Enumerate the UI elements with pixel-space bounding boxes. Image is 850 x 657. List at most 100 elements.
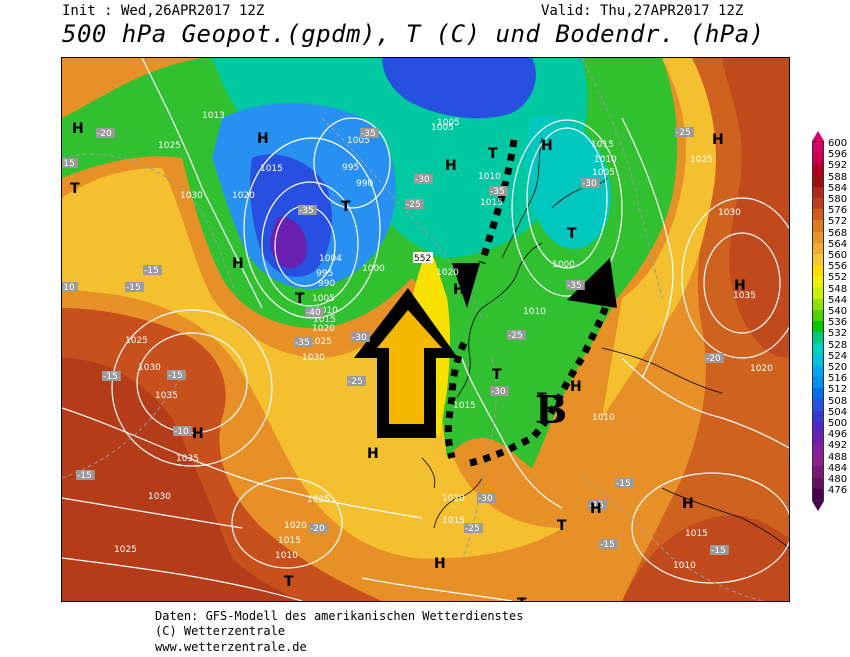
footer-data-source: Daten: GFS-Modell des amerikanischen Wet…: [155, 609, 524, 623]
temp-label: -15: [589, 501, 604, 511]
temp-label-box: [62, 282, 78, 292]
pressure-label: 1035: [176, 454, 199, 464]
pressure-label: 1005: [437, 118, 460, 128]
pressure-label: 1020: [312, 324, 335, 334]
legend-swatch: [813, 354, 823, 366]
pressure-label: 1015: [685, 529, 708, 539]
pressure-label: 1035: [733, 291, 756, 301]
temp-label: -20: [310, 524, 325, 534]
legend-bottom-arrow: [812, 501, 824, 512]
temp-label: -30: [478, 494, 493, 504]
legend-swatch: [813, 432, 823, 445]
temp-label-box: [405, 199, 424, 209]
high-pressure-marker: H: [257, 131, 269, 147]
legend-swatch: [813, 287, 823, 299]
temp-label: -15: [62, 159, 75, 169]
legend-value-label: 536: [828, 317, 848, 329]
pressure-label: 1010: [673, 561, 696, 571]
legend-value-label: 600: [828, 138, 848, 149]
high-pressure-marker: H: [232, 256, 244, 272]
temp-label-box: [351, 332, 370, 342]
pressure-label: 1035: [155, 391, 178, 401]
legend-value-label: 556: [828, 261, 848, 273]
temp-label-box: [102, 371, 121, 381]
warm-air-arrow: [354, 288, 458, 438]
hot-region-east: [722, 58, 789, 358]
low-pressure-marker: T: [557, 518, 567, 534]
temp-label: -20: [97, 129, 112, 139]
temp-label: -25: [465, 524, 480, 534]
pressure-label: 1030: [302, 353, 325, 363]
purple-low-core: [270, 217, 307, 269]
temp-label-box: [62, 158, 78, 168]
legend-value-label: 516: [828, 373, 848, 385]
pressure-label: 1025: [125, 336, 148, 346]
pressure-label: 1013: [202, 111, 225, 121]
temp-label: -25: [508, 331, 523, 341]
low-pressure-marker: T: [488, 146, 498, 162]
pressure-label: 990: [318, 279, 335, 289]
temp-label: -15: [126, 283, 141, 293]
legend-value-label: 560: [828, 250, 848, 261]
legend-value-label: 480: [828, 474, 848, 485]
legend-value-label: 528: [828, 339, 848, 351]
temp-label-box: [298, 205, 317, 215]
pressure-label: 1015: [278, 536, 301, 546]
temp-label: -25: [676, 128, 691, 138]
footer-copyright: (C) Wetterzentrale: [155, 624, 286, 638]
legend-swatch: [813, 343, 823, 355]
deep-blue-low: [250, 154, 332, 277]
pressure-label: 1015: [313, 315, 336, 325]
legend-swatch: [813, 488, 823, 500]
temp-label: -15: [103, 372, 118, 382]
temp-label-box: [464, 523, 483, 533]
pressure-label: 995: [342, 163, 359, 173]
temp-label-box: [96, 128, 115, 138]
legend-swatch: [813, 298, 823, 310]
pressure-label: 1025: [309, 337, 332, 347]
yellow-band-west: [62, 168, 562, 559]
temp-label: -30: [491, 387, 506, 397]
legend-swatch: [813, 444, 823, 456]
legend-swatch: [813, 466, 823, 478]
temp-label: -15: [616, 479, 631, 489]
legend-swatch: [813, 265, 823, 277]
temp-label: -15: [168, 371, 183, 381]
high-pressure-marker: H: [570, 379, 582, 395]
temp-label-box: [490, 386, 509, 396]
pressure-label: 1005: [312, 294, 335, 304]
low-pressure-marker: T: [295, 291, 305, 307]
high-pressure-marker: H: [590, 501, 602, 517]
temp-label-box: [581, 178, 600, 188]
temp-label-box: [414, 174, 433, 184]
temp-label: -35: [490, 187, 505, 197]
high-pressure-marker: H: [541, 138, 553, 154]
pressure-label: 1010: [315, 306, 338, 316]
pressure-label: 1030: [148, 492, 171, 502]
pressure-label: 1030: [718, 208, 741, 218]
temp-label-box: [477, 493, 496, 503]
trough-track-dotted: [444, 139, 611, 467]
temp-label: -25: [348, 377, 363, 387]
legend-value-label: 576: [828, 205, 848, 217]
legend-swatch: [813, 186, 823, 198]
temp-label: -10: [174, 427, 189, 437]
temp-label-box: [675, 127, 694, 137]
temp-label-box: [566, 280, 585, 290]
valid-time-label: Valid: Thu,27APR2017 12Z: [541, 3, 744, 19]
temp-label-box: [309, 523, 328, 533]
legend-swatch: [813, 164, 823, 176]
legend-top-arrow: [812, 131, 824, 141]
pressure-label: 1005: [431, 123, 454, 133]
legend-swatch: [813, 197, 823, 210]
cyan-region-east: [525, 115, 611, 249]
legend-swatch: [813, 477, 823, 489]
init-time-label: Init : Wed,26APR2017 12Z: [62, 3, 265, 19]
high-pressure-marker: H: [712, 132, 724, 148]
pressure-label: 1000: [552, 260, 575, 270]
legend-value-label: 524: [828, 350, 848, 362]
legend-value-label: 540: [828, 306, 848, 317]
pressure-label: 1015: [442, 516, 465, 526]
marker-552-label: 552: [414, 254, 431, 264]
legend-swatch: [813, 388, 823, 400]
